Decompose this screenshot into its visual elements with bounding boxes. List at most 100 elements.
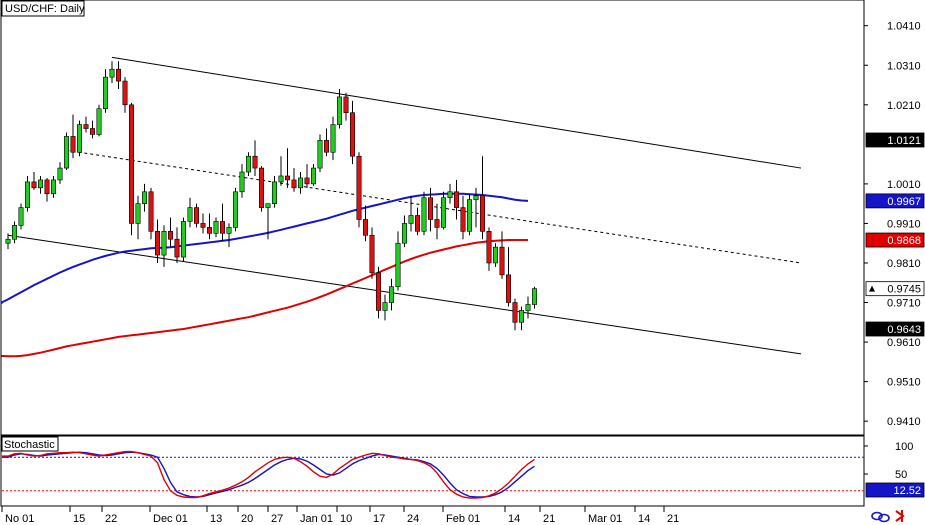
candle-body (414, 215, 420, 232)
price-tag: 0.9967 (865, 193, 925, 209)
stochastic-line (2, 451, 535, 498)
candle-body (512, 302, 518, 323)
price-tag-box (865, 281, 925, 297)
candle-body (466, 199, 472, 232)
candle-body (343, 96, 349, 114)
candle (148, 187, 154, 240)
candle-body (96, 108, 102, 135)
stochastic-y-tick-label: 100 (895, 441, 913, 453)
candle-body (395, 242, 401, 288)
candle (12, 221, 18, 244)
candle-body (297, 177, 303, 189)
candle (181, 217, 187, 261)
channel-lower-line (7, 234, 802, 355)
candle-body (226, 227, 232, 234)
candle-body (382, 302, 388, 311)
candle (168, 217, 174, 248)
x-tick-label: 20 (241, 513, 253, 525)
candle (401, 215, 407, 248)
stochastic-title: Stochastic (4, 439, 55, 451)
channel-middle-line (66, 149, 802, 264)
candle (174, 227, 180, 263)
candle (135, 195, 141, 240)
moving-averages (0, 192, 529, 358)
candle (278, 156, 284, 186)
candle-body (278, 175, 284, 183)
stochastic-value-box (865, 482, 925, 498)
candle-body (291, 179, 297, 189)
candle (142, 183, 148, 212)
candle-body (401, 223, 407, 244)
stochastic-value-label: 12.52 (893, 485, 921, 497)
candle (330, 116, 336, 161)
price-tag-label: 0.9967 (887, 196, 921, 208)
candle (37, 175, 43, 194)
candle (349, 100, 355, 165)
candle-body (213, 221, 219, 234)
candle-body (148, 191, 154, 232)
price-tag-label: 1.0121 (887, 135, 921, 147)
price-tag-label: 0.9745 (887, 284, 921, 296)
candle (291, 168, 297, 192)
x-tick-label: 14 (638, 513, 650, 525)
candle-body (155, 231, 161, 256)
candle-body (330, 124, 336, 153)
chain-link-icon[interactable] (871, 511, 890, 523)
x-tick-label: 13 (210, 513, 222, 525)
candle-body (284, 175, 290, 181)
price-tag-box (865, 193, 925, 209)
candle-body (168, 231, 174, 240)
x-tick-label: 15 (73, 513, 85, 525)
candle (395, 231, 401, 291)
candle-body (427, 197, 433, 220)
price-tag: 0.9643 (865, 321, 925, 337)
candle-body (479, 195, 485, 232)
price-tag-box (865, 321, 925, 337)
x-tick-label: 10 (340, 513, 352, 525)
stochastic-title-box (1, 436, 59, 452)
candle (258, 166, 264, 212)
price-tag-label: 0.9643 (887, 324, 921, 336)
candle-body (135, 203, 141, 224)
x-tick-label: 14 (508, 513, 520, 525)
candle (116, 61, 122, 89)
x-tick-label: Mar 01 (588, 513, 622, 525)
candle (239, 164, 245, 198)
main-title: USD/CHF: Daily (5, 3, 85, 15)
candle (362, 205, 368, 242)
candle-body (64, 136, 70, 169)
candle (427, 187, 433, 232)
ma-fast-line (0, 192, 529, 305)
candle-body (246, 155, 252, 173)
candle (109, 61, 115, 84)
candle-body (408, 215, 414, 224)
candle (220, 203, 226, 242)
candle (233, 187, 239, 232)
stochastic-series: 100 50 12.52 (2, 441, 925, 499)
candle (200, 213, 206, 234)
candle (90, 120, 96, 139)
candle (70, 114, 76, 159)
x-tick-label: No 01 (5, 513, 34, 525)
candle (297, 172, 303, 194)
candle-body (129, 104, 135, 224)
x-tick-label: Feb 01 (446, 513, 480, 525)
x-tick-label: Jan 01 (300, 513, 333, 525)
red-arrow-icon[interactable] (895, 510, 905, 522)
candle (460, 195, 466, 240)
candle-body (265, 203, 271, 208)
price-tag-box (865, 232, 925, 248)
candle-body (44, 179, 50, 195)
candle (408, 195, 414, 232)
x-tick-label: 21 (667, 513, 679, 525)
candle (226, 223, 232, 248)
channel-upper-line (111, 56, 802, 169)
candle (375, 266, 381, 319)
candle (388, 278, 394, 311)
candle (271, 175, 277, 208)
price-tag-box (865, 132, 925, 148)
candle-body (323, 140, 329, 153)
candle-body (518, 310, 524, 323)
candle (77, 120, 83, 157)
candle (486, 227, 492, 271)
